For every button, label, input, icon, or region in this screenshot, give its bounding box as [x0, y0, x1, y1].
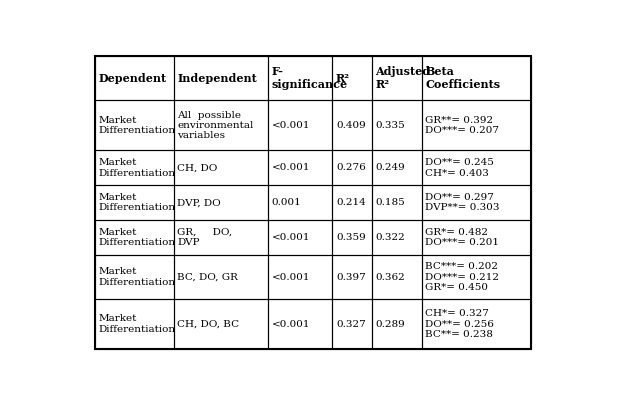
- Text: 0.276: 0.276: [336, 164, 366, 172]
- Text: <0.001: <0.001: [272, 233, 310, 242]
- Text: CH, DO: CH, DO: [178, 164, 218, 172]
- Bar: [332, 151, 372, 185]
- Bar: [268, 56, 332, 100]
- Text: Adjusted
R²: Adjusted R²: [376, 67, 431, 90]
- Text: BC***= 0.202
DO***= 0.212
GR*= 0.450: BC***= 0.202 DO***= 0.212 GR*= 0.450: [425, 262, 499, 292]
- Text: GR,     DO,
DVP: GR, DO, DVP: [178, 228, 233, 247]
- Bar: [95, 100, 174, 151]
- Text: CH, DO, BC: CH, DO, BC: [178, 320, 240, 329]
- Bar: [174, 56, 268, 100]
- Text: Market
Differentiation: Market Differentiation: [98, 116, 175, 135]
- Text: <0.001: <0.001: [272, 320, 310, 329]
- Bar: [422, 151, 530, 185]
- Bar: [372, 220, 422, 255]
- Bar: [95, 56, 174, 100]
- Text: All  possible
environmental
variables: All possible environmental variables: [178, 110, 254, 140]
- Bar: [174, 220, 268, 255]
- Text: Market
Differentiation: Market Differentiation: [98, 268, 175, 287]
- Text: Independent: Independent: [178, 73, 257, 84]
- Bar: [422, 255, 530, 299]
- Text: 0.327: 0.327: [336, 320, 366, 329]
- Text: Dependent: Dependent: [98, 73, 166, 84]
- Bar: [422, 100, 530, 151]
- Bar: [95, 56, 530, 349]
- Bar: [174, 100, 268, 151]
- Text: F-
significance: F- significance: [272, 67, 348, 90]
- Bar: [372, 185, 422, 220]
- Bar: [372, 100, 422, 151]
- Bar: [332, 100, 372, 151]
- Text: DO**= 0.297
DVP**= 0.303: DO**= 0.297 DVP**= 0.303: [425, 193, 500, 212]
- Bar: [422, 220, 530, 255]
- Text: <0.001: <0.001: [272, 273, 310, 282]
- Text: Market
Differentiation: Market Differentiation: [98, 193, 175, 212]
- Bar: [332, 56, 372, 100]
- Bar: [332, 299, 372, 349]
- Text: Beta
Coefficients: Beta Coefficients: [425, 67, 500, 90]
- Bar: [95, 185, 174, 220]
- Bar: [174, 185, 268, 220]
- Bar: [174, 299, 268, 349]
- Text: Market
Differentiation: Market Differentiation: [98, 158, 175, 178]
- Bar: [268, 100, 332, 151]
- Bar: [268, 299, 332, 349]
- Bar: [372, 56, 422, 100]
- Bar: [174, 151, 268, 185]
- Text: Market
Differentiation: Market Differentiation: [98, 228, 175, 247]
- Text: Market
Differentiation: Market Differentiation: [98, 314, 175, 334]
- Bar: [268, 220, 332, 255]
- Bar: [268, 255, 332, 299]
- Text: BC, DO, GR: BC, DO, GR: [178, 273, 238, 282]
- Bar: [372, 299, 422, 349]
- Bar: [332, 220, 372, 255]
- Text: DO**= 0.245
CH*= 0.403: DO**= 0.245 CH*= 0.403: [425, 158, 494, 178]
- Bar: [422, 56, 530, 100]
- Bar: [332, 185, 372, 220]
- Bar: [372, 255, 422, 299]
- Bar: [95, 220, 174, 255]
- Text: 0.359: 0.359: [336, 233, 366, 242]
- Bar: [174, 255, 268, 299]
- Bar: [95, 151, 174, 185]
- Bar: [372, 151, 422, 185]
- Bar: [268, 151, 332, 185]
- Text: <0.001: <0.001: [272, 164, 310, 172]
- Bar: [332, 255, 372, 299]
- Bar: [268, 185, 332, 220]
- Bar: [95, 299, 174, 349]
- Text: 0.322: 0.322: [376, 233, 405, 242]
- Text: 0.335: 0.335: [376, 121, 405, 130]
- Bar: [422, 185, 530, 220]
- Bar: [95, 255, 174, 299]
- Text: GR*= 0.482
DO***= 0.201: GR*= 0.482 DO***= 0.201: [425, 228, 499, 247]
- Text: 0.362: 0.362: [376, 273, 405, 282]
- Text: CH*= 0.327
DO**= 0.256
BC**= 0.238: CH*= 0.327 DO**= 0.256 BC**= 0.238: [425, 309, 494, 339]
- Text: 0.001: 0.001: [272, 198, 301, 207]
- Text: DVP, DO: DVP, DO: [178, 198, 221, 207]
- Text: GR**= 0.392
DO***= 0.207: GR**= 0.392 DO***= 0.207: [425, 116, 499, 135]
- Text: R²: R²: [336, 73, 350, 84]
- Text: 0.214: 0.214: [336, 198, 366, 207]
- Text: 0.409: 0.409: [336, 121, 366, 130]
- Text: 0.289: 0.289: [376, 320, 405, 329]
- Text: 0.249: 0.249: [376, 164, 405, 172]
- Text: <0.001: <0.001: [272, 121, 310, 130]
- Bar: [422, 299, 530, 349]
- Text: 0.185: 0.185: [376, 198, 405, 207]
- Text: 0.397: 0.397: [336, 273, 366, 282]
